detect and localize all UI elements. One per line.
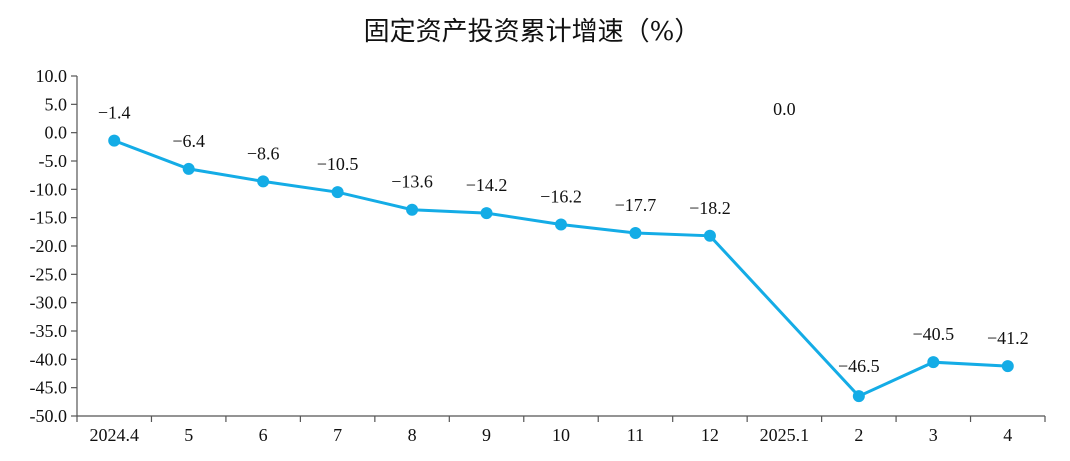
x-tick-label: 7 bbox=[333, 425, 342, 445]
y-tick-label: -15.0 bbox=[30, 208, 68, 228]
data-label: −40.5 bbox=[912, 324, 954, 344]
axes bbox=[76, 76, 1045, 417]
x-tick-label: 11 bbox=[627, 425, 644, 445]
x-tick-label: 10 bbox=[552, 425, 570, 445]
y-tick-label: -30.0 bbox=[30, 293, 68, 313]
data-label: −6.4 bbox=[172, 131, 205, 151]
y-tick-label: 0.0 bbox=[45, 123, 68, 143]
y-tick-label: -40.0 bbox=[30, 349, 68, 369]
data-point bbox=[1001, 360, 1014, 373]
x-tick-label: 3 bbox=[929, 425, 938, 445]
y-tick-label: -45.0 bbox=[30, 378, 68, 398]
data-point bbox=[182, 162, 195, 175]
data-label: −17.7 bbox=[615, 195, 657, 215]
x-tick-label: 9 bbox=[482, 425, 491, 445]
x-tick-label: 2025.1 bbox=[760, 425, 810, 445]
y-tick-label: 10.0 bbox=[36, 66, 68, 86]
data-point bbox=[927, 356, 940, 369]
x-tick-label: 5 bbox=[184, 425, 193, 445]
data-label: −1.4 bbox=[98, 103, 131, 123]
data-point bbox=[703, 229, 716, 242]
x-tick-label: 2024.4 bbox=[89, 425, 139, 445]
x-tick-label: 12 bbox=[701, 425, 719, 445]
x-tick-label: 8 bbox=[408, 425, 417, 445]
data-point bbox=[108, 134, 121, 147]
x-tick-label: 2 bbox=[854, 425, 863, 445]
y-tick-label: 5.0 bbox=[45, 94, 68, 114]
chart-title: 固定资产投资累计增速（%） bbox=[364, 17, 701, 47]
y-tick-label: -5.0 bbox=[39, 151, 68, 171]
data-label: 0.0 bbox=[773, 99, 796, 119]
data-point bbox=[257, 175, 270, 188]
y-tick-label: -20.0 bbox=[30, 236, 68, 256]
y-tick-label: -25.0 bbox=[30, 264, 68, 284]
x-tick-label: 4 bbox=[1003, 425, 1012, 445]
data-label: −16.2 bbox=[540, 186, 582, 206]
data-labels: −1.4 −6.4 −8.6 −10.5 −13.6 −14.2 −16.2 −17.7 −18… bbox=[98, 99, 1029, 376]
data-label: −13.6 bbox=[391, 172, 433, 192]
data-point bbox=[852, 390, 865, 403]
data-label: −18.2 bbox=[689, 198, 731, 218]
y-tick-label: -10.0 bbox=[30, 179, 68, 199]
y-axis-ticks: 10.0 5.0 0.0 -5.0 -10.0 -15.0 -20.0 -25.0 -30.0 -… bbox=[30, 66, 77, 426]
data-label: −41.2 bbox=[987, 328, 1029, 348]
data-point bbox=[480, 207, 493, 220]
data-point bbox=[331, 186, 344, 199]
data-label: −10.5 bbox=[317, 154, 359, 174]
data-point bbox=[555, 218, 567, 231]
data-label: −46.5 bbox=[838, 356, 880, 376]
y-tick-label: -50.0 bbox=[30, 406, 68, 426]
data-label: −8.6 bbox=[247, 143, 280, 163]
series-group bbox=[108, 134, 1014, 403]
x-axis-ticks: 2024.4 5 6 7 8 9 10 11 12 2025.1 2 3 4 bbox=[76, 416, 1046, 445]
data-point bbox=[629, 226, 642, 239]
data-label: −14.2 bbox=[466, 175, 508, 195]
y-tick-label: -35.0 bbox=[30, 321, 68, 341]
data-point bbox=[406, 203, 419, 216]
x-tick-label: 6 bbox=[259, 425, 268, 445]
series-line bbox=[113, 139, 1008, 399]
